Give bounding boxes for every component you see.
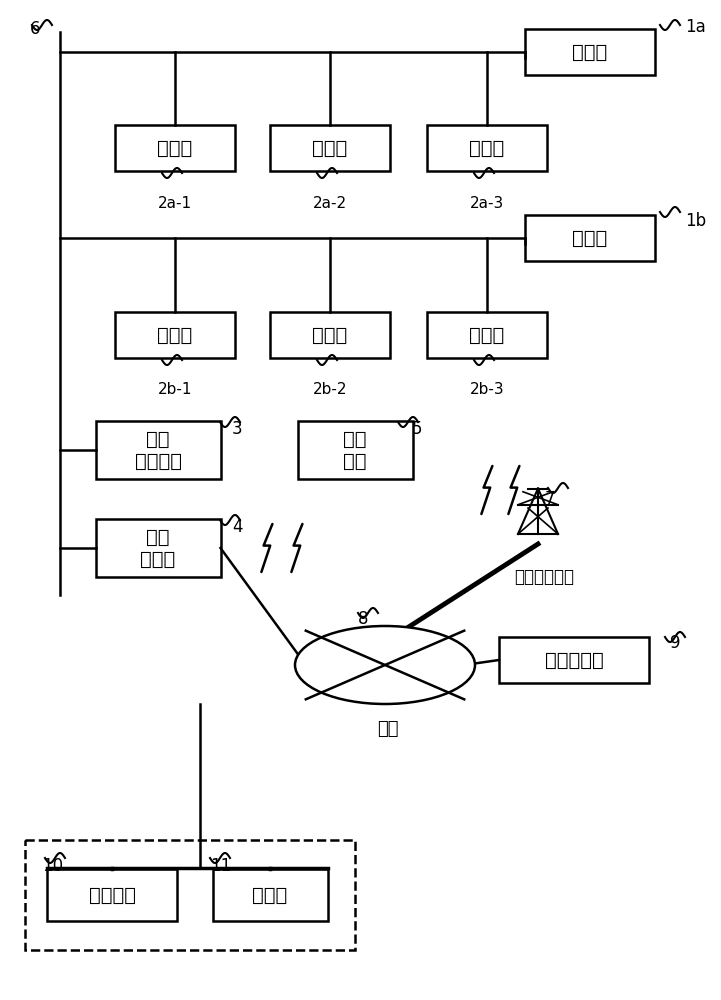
Ellipse shape [295,626,475,704]
Text: 6: 6 [30,20,40,38]
FancyBboxPatch shape [95,421,221,479]
FancyBboxPatch shape [115,125,235,171]
FancyBboxPatch shape [525,215,655,261]
Text: 室内机: 室内机 [312,138,348,157]
Text: 2b-1: 2b-1 [158,382,193,397]
Text: 室外机: 室外机 [572,229,608,247]
FancyBboxPatch shape [115,312,235,358]
Text: 5: 5 [412,420,423,438]
Text: 室内机: 室内机 [157,326,193,344]
Text: 2b-3: 2b-3 [469,382,504,397]
FancyBboxPatch shape [213,869,327,921]
Text: 8: 8 [358,610,368,628]
FancyBboxPatch shape [270,125,390,171]
Text: 室内机: 室内机 [312,326,348,344]
Text: 2a-1: 2a-1 [158,196,192,211]
FancyBboxPatch shape [95,519,221,577]
Text: 2a-2: 2a-2 [313,196,347,211]
Text: 集中
控制设备: 集中 控制设备 [135,430,182,471]
Text: 9: 9 [670,634,681,652]
Text: 移动
终端: 移动 终端 [343,430,367,471]
FancyBboxPatch shape [427,125,547,171]
Text: 室内机: 室内机 [469,326,505,344]
Text: 网络: 网络 [377,720,399,738]
Text: 室内机: 室内机 [469,138,505,157]
Text: 7: 7 [545,490,555,508]
Text: 1b: 1b [685,212,706,230]
Text: 10: 10 [42,857,63,875]
Text: 4: 4 [232,518,242,536]
Text: 管理服务器: 管理服务器 [544,650,603,670]
Text: 1a: 1a [685,18,706,36]
Text: 打印机: 打印机 [252,886,288,904]
Text: 室外机: 室外机 [572,42,608,62]
Text: 无线
适配器: 无线 适配器 [141,528,176,568]
FancyBboxPatch shape [47,869,177,921]
FancyBboxPatch shape [499,637,649,683]
Text: 2a-3: 2a-3 [470,196,504,211]
FancyBboxPatch shape [298,421,412,479]
FancyBboxPatch shape [270,312,390,358]
Text: 室内机: 室内机 [157,138,193,157]
FancyBboxPatch shape [525,29,655,75]
FancyBboxPatch shape [427,312,547,358]
Text: 3: 3 [232,420,243,438]
Text: 广域无线基站: 广域无线基站 [514,568,574,586]
Text: 2b-2: 2b-2 [313,382,348,397]
Text: 信息终端: 信息终端 [89,886,136,904]
Text: 11: 11 [210,857,231,875]
